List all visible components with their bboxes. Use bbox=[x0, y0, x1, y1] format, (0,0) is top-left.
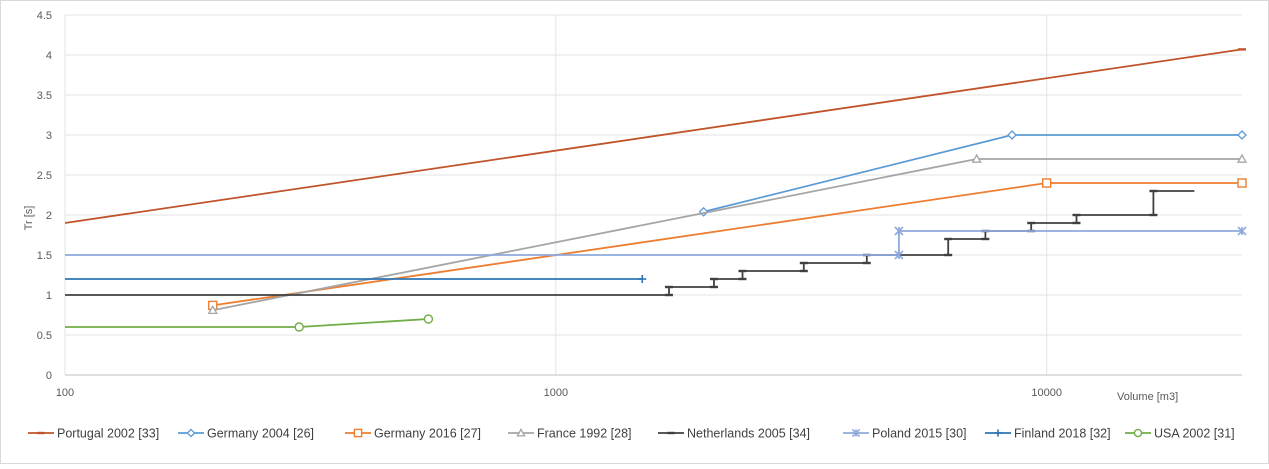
data-point-shape bbox=[1236, 153, 1248, 163]
legend-swatch-marker bbox=[353, 428, 363, 438]
data-point-shape bbox=[294, 322, 304, 332]
legend-item: Poland 2015 [30] bbox=[843, 427, 967, 441]
legend-swatch-marker-shape bbox=[353, 428, 363, 438]
legend-label: Germany 2016 [27] bbox=[374, 427, 481, 441]
series-7 bbox=[65, 314, 434, 332]
axis-layer: 0 0.5 1 1.5 2 2.5 3 3.5 4 4.5 100 1000 10000 bbox=[37, 10, 1242, 399]
data-point bbox=[1237, 178, 1247, 188]
y-tick-label: 2 bbox=[46, 210, 52, 222]
legend-item: Germany 2004 [26] bbox=[178, 427, 314, 441]
y-tick-label: 1 bbox=[46, 290, 52, 302]
legend-label: Germany 2004 [26] bbox=[207, 427, 314, 441]
legend-item: USA 2002 [31] bbox=[1125, 427, 1235, 441]
data-point bbox=[971, 153, 982, 163]
data-point bbox=[1041, 178, 1052, 188]
data-point-shape bbox=[1041, 178, 1052, 188]
data-point-shape bbox=[971, 153, 982, 163]
series-layer bbox=[64, 48, 1248, 332]
y-tick-label: 2.5 bbox=[37, 170, 52, 182]
data-point bbox=[894, 250, 904, 260]
legend-swatch-marker bbox=[186, 428, 196, 438]
legend-swatch-marker bbox=[1133, 428, 1143, 438]
data-point-shape bbox=[1007, 130, 1017, 140]
data-point bbox=[1237, 130, 1247, 140]
legend-item: Portugal 2002 [33] bbox=[28, 427, 159, 441]
legend-item: Finland 2018 [32] bbox=[985, 427, 1111, 441]
y-tick-label: 4.5 bbox=[37, 10, 52, 22]
legend-label: France 1992 [28] bbox=[537, 427, 632, 441]
data-point bbox=[1236, 153, 1248, 163]
series-0 bbox=[64, 48, 1246, 224]
series-1 bbox=[698, 130, 1247, 217]
data-point bbox=[638, 275, 647, 283]
legend-item: France 1992 [28] bbox=[508, 427, 632, 441]
x-tick-label: 1000 bbox=[544, 387, 568, 399]
data-point bbox=[1237, 226, 1247, 236]
x-tick-label: 100 bbox=[56, 387, 74, 399]
series-5 bbox=[65, 226, 1247, 260]
data-point-shape bbox=[423, 314, 434, 324]
legend-label: Poland 2015 [30] bbox=[872, 427, 967, 441]
y-tick-label: 0.5 bbox=[37, 330, 52, 342]
legend-label: Finland 2018 [32] bbox=[1014, 427, 1111, 441]
series-4 bbox=[65, 189, 1195, 297]
y-tick-label: 3 bbox=[46, 130, 52, 142]
legend-swatch-marker bbox=[851, 428, 861, 438]
x-axis-title: Volume [m3] bbox=[1117, 391, 1178, 403]
data-point-shape bbox=[1237, 130, 1247, 140]
legend-swatch-marker-shape bbox=[186, 428, 196, 438]
y-tick-label: 3.5 bbox=[37, 90, 52, 102]
legend-label: Netherlands 2005 [34] bbox=[687, 427, 810, 441]
data-point bbox=[207, 304, 218, 315]
y-axis-title: Tr [s] bbox=[23, 206, 35, 231]
data-point-shape bbox=[1237, 178, 1247, 188]
legend-swatch-marker-shape bbox=[516, 428, 526, 437]
legend: Portugal 2002 [33] Germany 2004 [26] Germa… bbox=[28, 427, 1235, 441]
series-line bbox=[65, 190, 1195, 296]
legend-label: USA 2002 [31] bbox=[1154, 427, 1235, 441]
y-tick-label: 1.5 bbox=[37, 250, 52, 262]
series-3 bbox=[207, 153, 1248, 315]
series-line bbox=[64, 48, 1243, 224]
data-point bbox=[294, 322, 304, 332]
data-point bbox=[1007, 130, 1017, 140]
y-tick-label: 0 bbox=[46, 370, 52, 382]
legend-swatch-marker-shape bbox=[1133, 428, 1143, 438]
series-6 bbox=[65, 275, 647, 283]
data-point-shape bbox=[207, 304, 218, 315]
legend-swatch-marker bbox=[994, 429, 1002, 437]
legend-item: Netherlands 2005 [34] bbox=[658, 427, 810, 441]
y-tick-label: 4 bbox=[46, 50, 52, 62]
x-tick-label: 10000 bbox=[1031, 387, 1062, 399]
legend-item: Germany 2016 [27] bbox=[345, 427, 481, 441]
data-point bbox=[894, 226, 904, 236]
data-point bbox=[423, 314, 434, 324]
legend-swatch-marker bbox=[516, 428, 526, 437]
legend-label: Portugal 2002 [33] bbox=[57, 427, 159, 441]
series-line bbox=[65, 230, 1242, 256]
